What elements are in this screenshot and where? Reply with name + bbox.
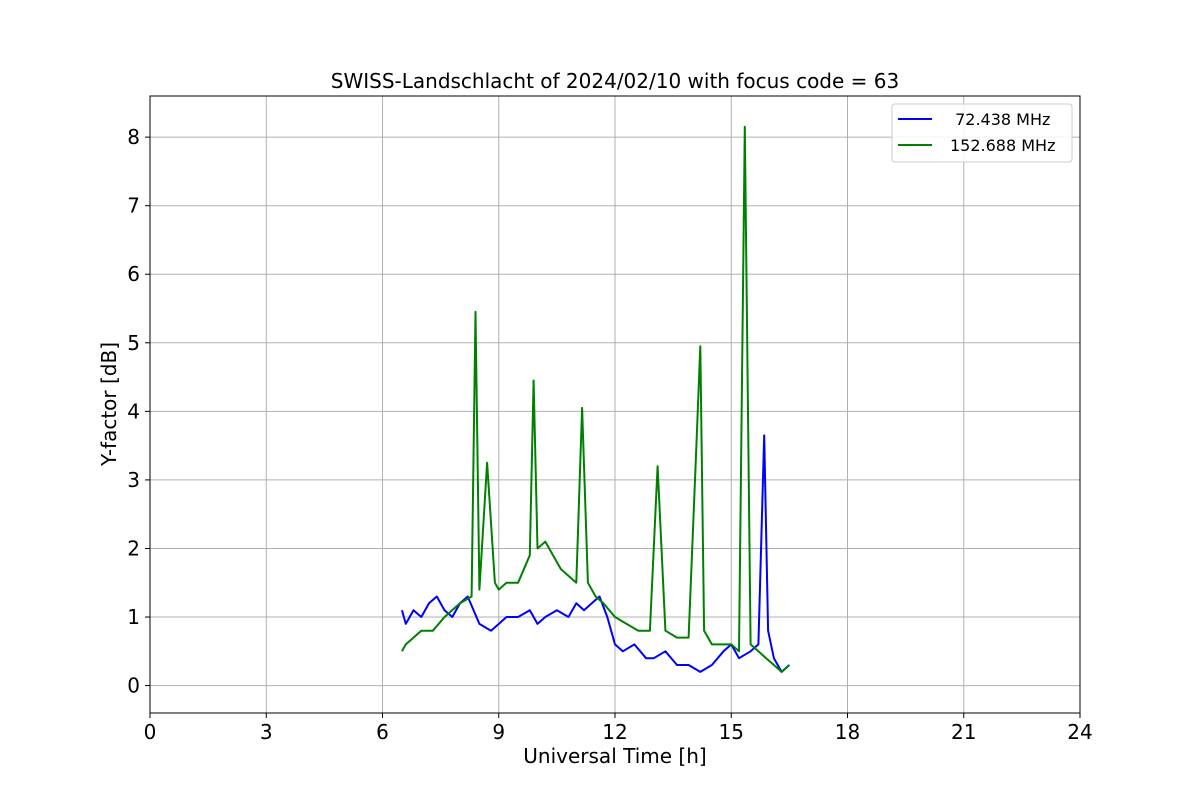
legend-label-series-1: 72.438 MHz: [950, 110, 1050, 129]
y-tick-label: 2: [127, 536, 140, 560]
x-axis-label: Universal Time [h]: [523, 744, 706, 768]
y-tick-label: 1: [127, 605, 140, 629]
y-tick-label: 8: [127, 125, 140, 149]
y-tick-label: 3: [127, 468, 140, 492]
y-tick-label: 0: [127, 674, 140, 698]
y-tick-label: 7: [127, 194, 140, 218]
series-line-1: [400, 434, 791, 673]
series-line-2: [401, 125, 791, 673]
x-tick-label: 18: [835, 720, 860, 744]
x-tick-label: 24: [1067, 720, 1092, 744]
chart-title: SWISS-Landschlacht of 2024/02/10 with fo…: [331, 69, 899, 93]
y-tick-label: 4: [127, 399, 140, 423]
x-tick-label: 15: [719, 720, 744, 744]
x-tick-label: 0: [144, 720, 157, 744]
x-tick-label: 9: [492, 720, 505, 744]
x-tick-label: 6: [376, 720, 389, 744]
series-group: [400, 125, 791, 673]
legend: 72.438 MHz 152.688 MHz: [891, 103, 1073, 163]
legend-box: [891, 103, 1073, 163]
grid: [149, 96, 1081, 713]
y-tick-label: 5: [127, 331, 140, 355]
x-tick-label: 3: [260, 720, 273, 744]
x-tick-label: 12: [602, 720, 627, 744]
x-tick-label: 21: [951, 720, 976, 744]
y-tick-label: 6: [127, 262, 140, 286]
legend-label-series-2: 152.688 MHz: [950, 136, 1055, 155]
y-axis-label: Y-factor [dB]: [97, 342, 121, 467]
